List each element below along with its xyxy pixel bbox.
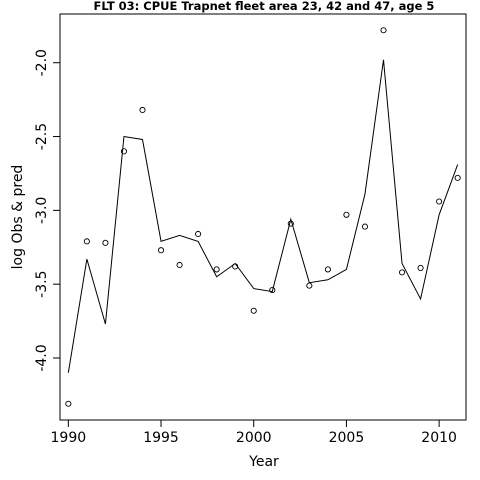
observed-point [306,282,313,289]
x-tick-label: 2010 [421,430,457,446]
observed-point [102,239,109,246]
x-tick-label: 1995 [143,430,179,446]
observed-point [287,220,294,227]
x-tick-label: 2000 [236,430,272,446]
y-tick-label: -2.5 [34,123,50,150]
y-tick-label: -2.0 [34,49,50,76]
y-tick-label: -3.0 [34,197,50,224]
y-tick-label: -3.5 [34,271,50,298]
observed-point [83,238,90,245]
observed-point [361,223,369,230]
x-axis-label: Year [248,454,279,470]
observed-point [157,247,165,254]
observed-point [343,211,350,218]
observed-point [417,264,424,271]
observed-point [324,266,331,273]
observed-point [65,400,72,407]
chart-title: FLT 03: CPUE Trapnet fleet area 23, 42 a… [94,0,435,13]
y-axis-label: log Obs & pred [10,165,26,270]
y-tick-label: -4.0 [34,344,50,371]
plot-frame [59,13,467,421]
observed-point [436,198,443,205]
observed-point [213,266,220,273]
observed-point [250,307,257,314]
observed-point [195,230,202,238]
observed-point [269,287,276,294]
y-axis: -4.0 -3.5 -3.0 -2.5 -2.0 [34,49,60,372]
observed-point [139,106,146,114]
x-axis: 1990 1995 2000 2005 2010 [51,420,457,446]
observed-point [398,269,406,276]
predicted-line [67,59,459,373]
observed-point [380,27,387,34]
observed-point [176,261,183,269]
x-tick-label: 2005 [329,430,365,446]
observed-points [65,27,461,407]
observed-point [120,148,128,155]
observed-point [232,263,239,270]
observed-point [454,174,461,181]
x-tick-label: 1990 [51,430,87,446]
